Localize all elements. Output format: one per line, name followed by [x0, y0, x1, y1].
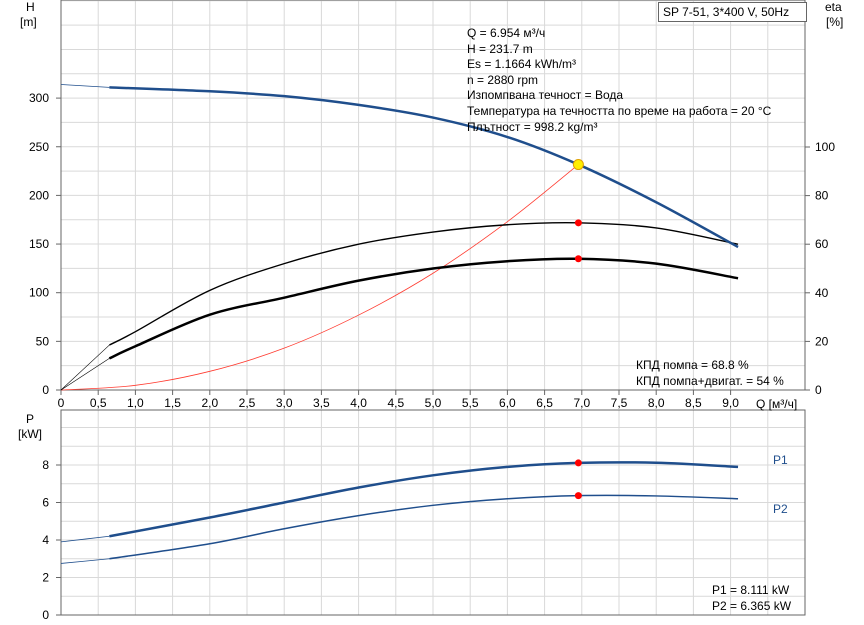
y-tick-label: 300: [29, 91, 49, 105]
y-right-tick-label: 0: [815, 383, 822, 397]
h-axis-name: H: [26, 0, 35, 14]
y-right-tick-label: 20: [815, 334, 829, 348]
p1-curve: [109, 461, 739, 538]
p1-curve-extension: [60, 535, 110, 543]
x-tick-label: 5,5: [462, 396, 479, 410]
p-axis-unit: [kW]: [18, 427, 42, 441]
info-flow: Q = 6.954 м³/ч: [467, 26, 546, 40]
p1-curve-label: P1: [773, 453, 788, 467]
x-tick-label: 1,5: [164, 396, 181, 410]
x-tick-label: 7,0: [573, 396, 590, 410]
head-curve-extension: [60, 84, 110, 88]
info-energy: Es = 1.1664 kWh/m³: [467, 57, 577, 72]
x-tick-label: 5,0: [425, 396, 442, 410]
x-tick-label: 4,5: [387, 396, 404, 410]
y-right-tick-label: 60: [815, 237, 829, 251]
h-axis-unit: [m]: [20, 15, 37, 29]
x-tick-label: 3,0: [276, 396, 293, 410]
x-tick-label: 4,0: [350, 396, 367, 410]
duty-point-info: Q = 6.954 м³/ч H = 231.7 m Es = 1.1664 k…: [467, 26, 771, 135]
q-axis-label: Q [м³/ч]: [756, 397, 798, 411]
p2-curve: [109, 494, 739, 560]
eff-pump-label: КПД помпа = 68.8 %: [636, 358, 749, 372]
p1-label: P1 = 8.111 kW: [712, 583, 790, 597]
y-tick-label: 0: [42, 383, 49, 397]
x-tick-label: 0: [58, 396, 65, 410]
p1-duty-point: [574, 459, 582, 467]
info-density: Плътност = 998.2 kg/m³: [467, 119, 598, 134]
x-tick-label: 2,5: [239, 396, 256, 410]
pump-title: SP 7-51, 3*400 V, 50Hz: [658, 2, 807, 22]
p-tick-label: 8: [42, 458, 49, 472]
p2-curve-extension: [60, 558, 110, 564]
y-right-tick-label: 100: [815, 140, 835, 154]
eta-pump-duty-point: [574, 219, 582, 227]
x-tick-label: 8,0: [648, 396, 665, 410]
y-tick-label: 200: [29, 188, 49, 202]
y-tick-label: 150: [29, 237, 49, 251]
eta-total-extension: [60, 358, 110, 391]
p2-duty-point: [574, 492, 582, 500]
p-tick-label: 2: [42, 571, 49, 585]
y-tick-label: 50: [36, 334, 50, 348]
p-tick-label: 0: [42, 608, 49, 622]
system-curve: [60, 164, 579, 391]
p2-curve-label: P2: [773, 502, 788, 516]
info-liquid: Изпомпвана течност = Вода: [467, 88, 624, 103]
x-tick-label: 1,0: [127, 396, 144, 410]
x-tick-label: 8,5: [685, 396, 702, 410]
y-right-tick-label: 40: [815, 286, 829, 300]
y-right-tick-label: 80: [815, 189, 829, 203]
info-head: H = 231.7 m: [467, 41, 533, 56]
x-tick-label: 0,5: [90, 396, 107, 410]
info-speed: n = 2880 rpm: [467, 72, 539, 87]
x-tick-label: 7,5: [611, 396, 628, 410]
p2-label: P2 = 6.365 kW: [712, 599, 792, 613]
eta-total-curve: [108, 257, 739, 360]
y-tick-label: 100: [29, 286, 49, 300]
x-tick-label: 3,5: [313, 396, 330, 410]
p-tick-label: 4: [42, 533, 49, 547]
head-duty-point: [572, 159, 584, 171]
x-tick-label: 6,0: [499, 396, 516, 410]
bottom-plot-frame: [60, 409, 806, 616]
info-temperature: Температура на течността по време на раб…: [467, 103, 772, 118]
y-tick-label: 250: [29, 140, 49, 154]
eta-axis-name: eta: [825, 0, 842, 14]
x-tick-label: 9,0: [722, 396, 739, 410]
p-axis-name: P: [26, 412, 35, 426]
eta-pump-extension: [60, 344, 110, 391]
eta-axis-unit: [%]: [826, 15, 844, 29]
eff-total-label: КПД помпа+двигат. = 54 %: [636, 374, 784, 388]
x-tick-label: 6,5: [536, 396, 553, 410]
head-curve: [109, 86, 739, 249]
x-tick-label: 2,0: [201, 396, 218, 410]
p-tick-label: 6: [42, 496, 49, 510]
eta-total-duty-point: [574, 255, 582, 263]
eta-pump-curve: [109, 221, 739, 346]
